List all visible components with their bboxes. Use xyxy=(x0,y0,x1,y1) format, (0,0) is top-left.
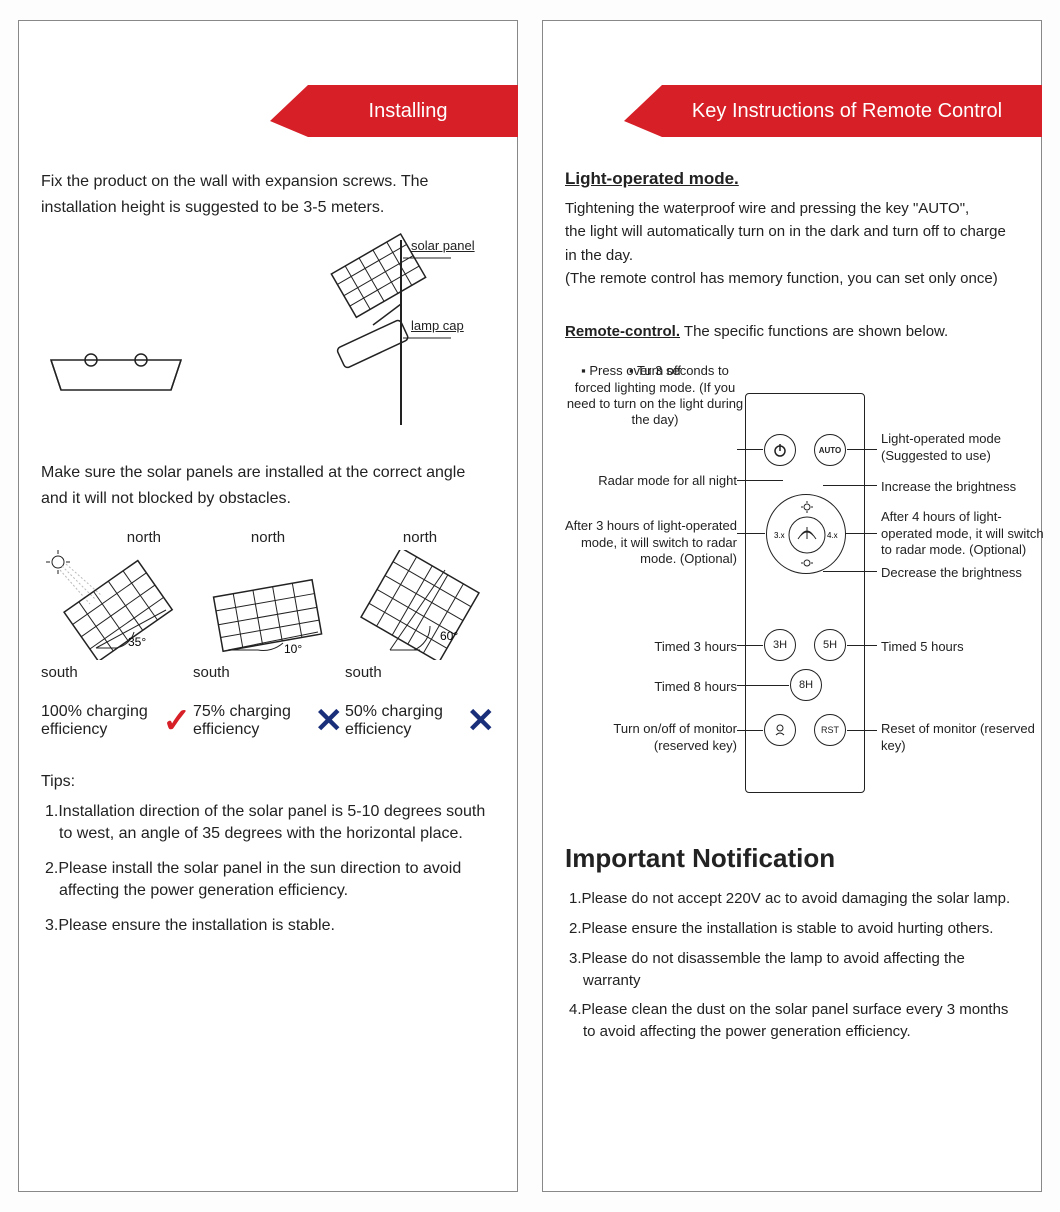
angle-diagrams: north 35° south xyxy=(41,529,495,681)
angle-note: Make sure the solar panels are installed… xyxy=(41,460,495,511)
reset-button[interactable]: RST xyxy=(814,714,846,746)
installing-panel: Installing Fix the product on the wall w… xyxy=(18,20,518,1192)
note-3: 3.Please do not disassemble the lamp to … xyxy=(569,948,1019,992)
check-icon: ✓ xyxy=(163,708,192,735)
eff-100-text: 100% charging efficiency xyxy=(41,703,157,739)
remote-panel: Key Instructions of Remote Control Light… xyxy=(542,20,1042,1192)
installing-title: Installing xyxy=(308,85,518,137)
bracket-icon xyxy=(41,340,191,410)
tip-2: 2.Please install the solar panel in the … xyxy=(45,858,495,903)
light-mode-p3: (The remote control has memory function,… xyxy=(565,267,1019,290)
timer-3h-button[interactable]: 3H xyxy=(764,629,796,661)
efficiency-row: 100% charging efficiency ✓ 75% charging … xyxy=(41,703,495,739)
lbl-timed3: Timed 3 hours xyxy=(565,639,737,655)
eff-50: 50% charging efficiency ✕ xyxy=(345,703,495,739)
installing-banner: Installing xyxy=(308,85,518,137)
remote-banner: Key Instructions of Remote Control xyxy=(662,85,1042,137)
south-label: south xyxy=(193,664,343,681)
svg-text:3.x: 3.x xyxy=(774,531,785,540)
install-intro: Fix the product on the wall with expansi… xyxy=(41,169,495,220)
notification-list: 1.Please do not accept 220V ac to avoid … xyxy=(565,888,1019,1043)
remote-diagram: AUTO 3.x 4.x 3H xyxy=(565,363,1019,813)
svg-text:10°: 10° xyxy=(284,642,302,656)
lbl-press3: ▪ Press over 3 seconds to forced lightin… xyxy=(565,363,745,428)
mode-wheel[interactable]: 3.x 4.x xyxy=(766,494,846,574)
timer-5h-button[interactable]: 5H xyxy=(814,629,846,661)
banner-triangle-icon xyxy=(624,85,662,137)
remote-mode-text: The specific functions are shown below. xyxy=(680,323,948,340)
monitor-icon xyxy=(773,723,787,737)
panel-10-icon: 10° xyxy=(198,550,338,660)
panel-35-icon: 35° xyxy=(46,550,186,660)
note-1: 1.Please do not accept 220V ac to avoid … xyxy=(569,888,1019,910)
page: Installing Fix the product on the wall w… xyxy=(0,0,1060,1212)
lbl-light-mode: Light-operated mode (Suggested to use) xyxy=(881,431,1051,464)
light-mode-p2: the light will automatically turn on in … xyxy=(565,220,1019,267)
south-label: south xyxy=(345,664,495,681)
label-lamp-cap: lamp cap xyxy=(411,318,464,335)
svg-text:60°: 60° xyxy=(440,629,458,643)
north-label: north xyxy=(41,529,191,546)
lbl-radar-all: Radar mode for all night xyxy=(565,473,737,489)
light-mode-p1: Tightening the waterproof wire and press… xyxy=(565,197,1019,220)
north-label: north xyxy=(193,529,343,546)
note-4: 4.Please clean the dust on the solar pan… xyxy=(569,999,1019,1043)
tips-heading: Tips: xyxy=(41,769,495,795)
note-2: 2.Please ensure the installation is stab… xyxy=(569,918,1019,940)
remote-mode-line: Remote-control. The specific functions a… xyxy=(565,320,1019,343)
cross-icon: ✕ xyxy=(315,708,344,735)
angle-60: north 60° south xyxy=(345,529,495,681)
lbl-timed8: Timed 8 hours xyxy=(565,679,737,695)
panel-60-icon: 60° xyxy=(350,550,490,660)
tips-list: 1.Installation direction of the solar pa… xyxy=(41,801,495,937)
eff-75: 75% charging efficiency ✕ xyxy=(193,703,343,739)
monitor-button[interactable] xyxy=(764,714,796,746)
lbl-timed5: Timed 5 hours xyxy=(881,639,1051,655)
svg-text:35°: 35° xyxy=(128,635,146,649)
south-label: south xyxy=(41,664,191,681)
cross-icon: ✕ xyxy=(467,708,496,735)
eff-100: 100% charging efficiency ✓ xyxy=(41,703,191,739)
lbl-inc: Increase the brightness xyxy=(881,479,1051,495)
lbl-after4: After 4 hours of light-operated mode, it… xyxy=(881,509,1051,558)
auto-button[interactable]: AUTO xyxy=(814,434,846,466)
notification-heading: Important Notification xyxy=(565,843,1019,874)
angle-10: north 10° south xyxy=(193,529,343,681)
tip-1: 1.Installation direction of the solar pa… xyxy=(45,801,495,846)
lbl-after3: After 3 hours of light-operated mode, it… xyxy=(565,518,737,567)
install-diagram: solar panel lamp cap xyxy=(41,230,495,430)
lbl-dec: Decrease the brightness xyxy=(881,565,1051,581)
north-label: north xyxy=(345,529,495,546)
mode-wheel-icon: 3.x 4.x xyxy=(767,495,847,575)
eff-50-text: 50% charging efficiency xyxy=(345,703,461,739)
angle-35: north 35° south xyxy=(41,529,191,681)
banner-triangle-icon xyxy=(270,85,308,137)
timer-8h-button[interactable]: 8H xyxy=(790,669,822,701)
lbl-monitor: Turn on/off of monitor (reserved key) xyxy=(565,721,737,754)
svg-text:4.x: 4.x xyxy=(827,531,838,540)
power-button[interactable] xyxy=(764,434,796,466)
lbl-reset: Reset of monitor (reserved key) xyxy=(881,721,1051,754)
light-mode-heading: Light-operated mode. xyxy=(565,169,1019,189)
tip-3: 3.Please ensure the installation is stab… xyxy=(45,915,495,937)
power-icon xyxy=(772,442,788,458)
remote-body: AUTO 3.x 4.x 3H xyxy=(745,393,865,793)
remote-title: Key Instructions of Remote Control xyxy=(662,85,1042,137)
remote-mode-heading: Remote-control. xyxy=(565,323,680,340)
label-solar-panel: solar panel xyxy=(411,238,475,255)
eff-75-text: 75% charging efficiency xyxy=(193,703,309,739)
